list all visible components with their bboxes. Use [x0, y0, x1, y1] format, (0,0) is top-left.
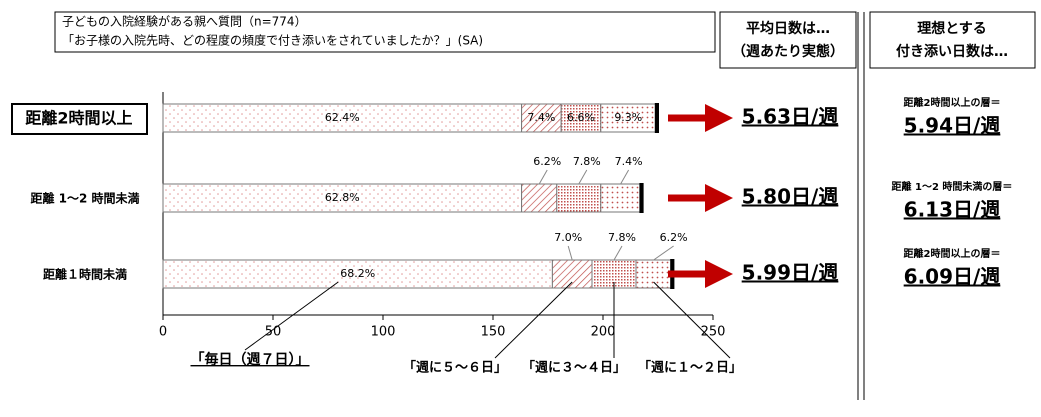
segment-label: 7.4% [527, 111, 555, 124]
bar-segment [639, 183, 644, 213]
leader-line [578, 169, 588, 185]
segment-label: 7.0% [554, 231, 582, 244]
leader-line [653, 245, 674, 261]
legend-leader [653, 281, 731, 359]
segment-label: 62.8% [325, 191, 360, 204]
average-header: 平均日数は… [746, 20, 830, 37]
ideal-group: 距離 1～2 時間未満の層＝ [892, 180, 1013, 193]
average-value: 5.80日/週 [742, 185, 839, 209]
legend-label: 「毎日（週７日）」 [191, 351, 310, 368]
leader-line [620, 169, 630, 185]
segment-label: 62.4% [325, 111, 360, 124]
category-label: 距離2時間以上 [25, 109, 132, 128]
ideal-value: 6.09日/週 [904, 265, 1001, 289]
legend-label: 「週に１～２日」 [638, 360, 742, 376]
legend-leader [494, 281, 573, 359]
segment-label: 7.4% [615, 155, 643, 168]
question-box [54, 11, 716, 53]
legend-label: 「週に３～４日」 [522, 360, 626, 376]
question-line: 「お子様の入院先時、どの程度の頻度で付き添いをされていましたか？」(SA) [62, 33, 483, 48]
bar-segment [521, 183, 558, 213]
x-tick-label: 50 [265, 325, 282, 340]
average-value: 5.99日/週 [742, 261, 839, 285]
bar-segment [162, 183, 523, 213]
bar-segment [654, 103, 659, 133]
x-tick-label: 0 [159, 325, 167, 340]
ideal-header-box [869, 11, 1036, 69]
bar-segment [556, 183, 602, 213]
x-tick-label: 250 [701, 325, 726, 340]
leader-line [567, 245, 573, 261]
segment-label: 7.8% [573, 155, 601, 168]
ideal-value: 6.13日/週 [904, 198, 1001, 222]
x-tick-label: 150 [481, 325, 506, 340]
bar-segment [521, 103, 562, 133]
segment-label: 6.2% [660, 231, 688, 244]
ideal-group: 距離2時間以上の層＝ [904, 247, 1001, 260]
ideal-value: 5.94日/週 [904, 114, 1001, 138]
ideal-group: 距離2時間以上の層＝ [904, 96, 1001, 109]
bar-segment [560, 103, 602, 133]
average-header-box [719, 11, 857, 69]
segment-label: 6.6% [567, 111, 595, 124]
segment-label: 7.8% [608, 231, 636, 244]
average-header: （週あたり実態） [732, 43, 844, 60]
legend-label: 「週に５～６日」 [403, 360, 507, 376]
category-label: 距離 1～2 時間未満 [30, 191, 139, 206]
bar-segment [635, 259, 672, 289]
x-tick-label: 100 [371, 325, 396, 340]
average-value: 5.63日/週 [742, 105, 839, 129]
category-label: 距離１時間未満 [43, 267, 127, 282]
ideal-header: 付き添い日数は… [896, 43, 1008, 60]
bar-segment [600, 103, 657, 133]
highlight-box [11, 103, 148, 135]
bar-segment [600, 183, 641, 213]
leader-line [538, 169, 548, 185]
question-line: 子どもの入院経験がある親へ質問（n=774） [62, 14, 307, 29]
ideal-header: 理想とする [917, 20, 987, 37]
segment-label: 68.2% [340, 267, 375, 280]
legend-leader [244, 281, 339, 351]
segment-label: 9.3% [614, 111, 642, 124]
leader-line [613, 245, 623, 261]
x-tick-label: 200 [591, 325, 616, 340]
bar-segment [551, 259, 593, 289]
segment-label: 6.2% [533, 155, 561, 168]
